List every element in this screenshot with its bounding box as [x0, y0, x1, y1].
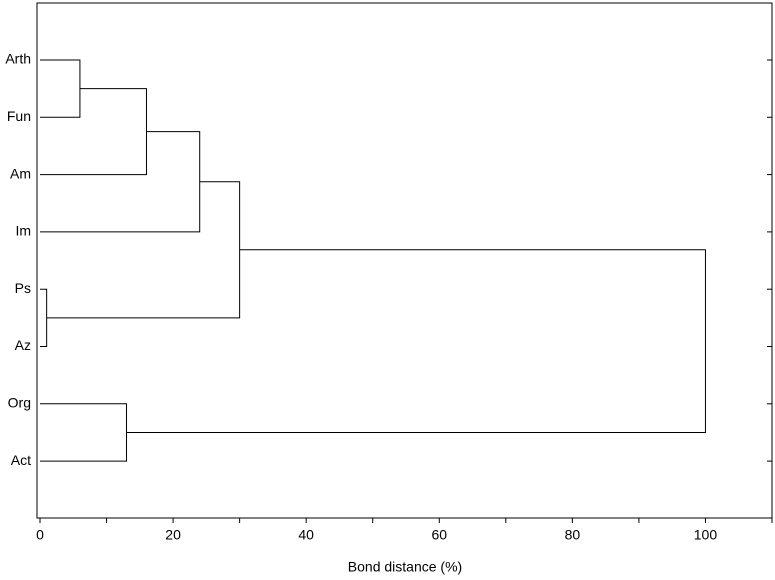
leaf-label: Im — [15, 223, 31, 239]
x-axis-title: Bond distance (%) — [348, 559, 462, 575]
dendrogram-link — [40, 131, 201, 233]
dendrogram-link — [40, 288, 48, 347]
leaf-label: Fun — [7, 108, 31, 124]
dendrogram-link — [40, 88, 147, 176]
x-tick-label: 20 — [165, 527, 181, 543]
x-tick-label: 100 — [694, 527, 718, 543]
dendrogram-link — [46, 181, 241, 319]
x-tick-label: 60 — [431, 527, 447, 543]
leaf-label: Org — [8, 395, 31, 411]
leaf-label: Act — [11, 452, 31, 468]
leaf-label: Ps — [15, 280, 31, 296]
x-tick-label: 40 — [298, 527, 314, 543]
dendrogram-link — [40, 59, 81, 118]
dendrogram-link — [40, 403, 128, 462]
leaf-label: Am — [10, 165, 31, 181]
leaf-label: Arth — [5, 51, 31, 67]
plot-frame — [36, 2, 773, 519]
leaf-label: Az — [15, 337, 31, 353]
dendrogram-link — [126, 249, 706, 433]
x-tick-label: 80 — [565, 527, 581, 543]
x-tick-label: 0 — [36, 527, 44, 543]
